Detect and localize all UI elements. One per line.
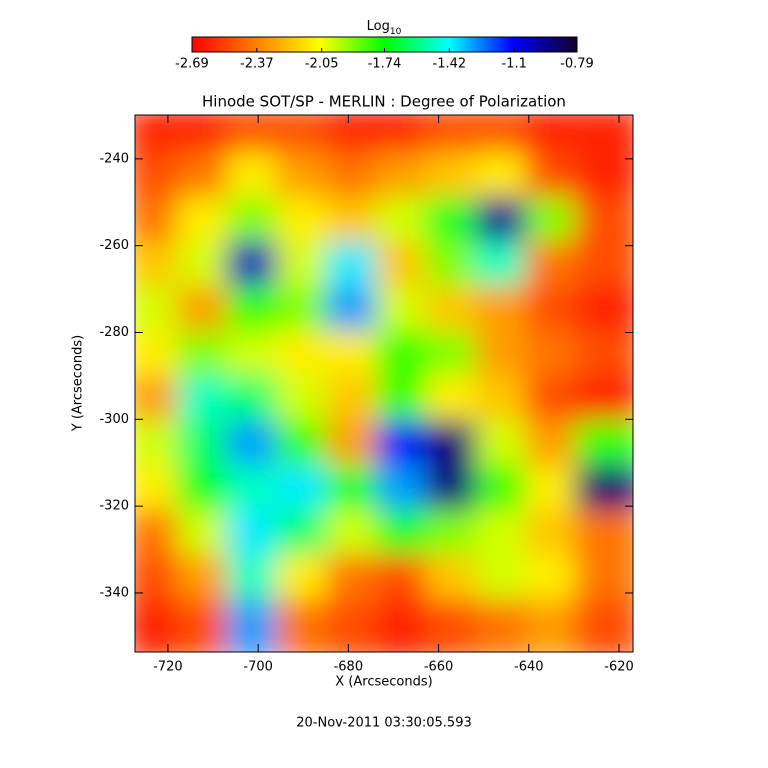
- y-tick-label: -340: [99, 585, 129, 600]
- x-tick-label: -720: [153, 660, 183, 675]
- y-tick-label: -300: [99, 412, 129, 427]
- x-tick-label: -640: [514, 660, 544, 675]
- colorbar-label: Log10: [367, 19, 402, 37]
- footer-date: 20-Nov-2011 03:30:05.593: [296, 716, 472, 731]
- y-tick-label: -240: [99, 151, 129, 166]
- x-axis-label: X (Arcseconds): [335, 675, 432, 690]
- y-tick-label: -280: [99, 325, 129, 340]
- colorbar-tick-label: -1.1: [501, 57, 526, 72]
- heatmap-cells: [135, 115, 633, 652]
- heatmap-cell: [575, 599, 633, 652]
- y-axis-label: Y (Arcseconds): [71, 335, 86, 432]
- y-tick-label: -260: [99, 238, 129, 253]
- colorbar-tick-label: -0.79: [560, 57, 594, 72]
- colorbar-tick-label: -2.37: [240, 57, 274, 72]
- x-tick-label: -680: [334, 660, 364, 675]
- chart-title: Hinode SOT/SP - MERLIN : Degree of Polar…: [202, 93, 566, 111]
- plot-frame: [134, 114, 634, 653]
- colorbar-tick-label: -2.69: [175, 57, 209, 72]
- y-tick-label: -320: [99, 499, 129, 514]
- colorbar-label-sub: 10: [390, 27, 402, 37]
- colorbar-label-main: Log: [367, 19, 390, 34]
- x-tick-label: -620: [604, 660, 634, 675]
- heatmap: [135, 115, 633, 652]
- colorbar-tick-label: -1.42: [433, 57, 467, 72]
- colorbar-tick-label: -1.74: [368, 57, 402, 72]
- x-tick-label: -660: [424, 660, 454, 675]
- x-tick-label: -700: [243, 660, 273, 675]
- colorbar-tick-label: -2.05: [305, 57, 339, 72]
